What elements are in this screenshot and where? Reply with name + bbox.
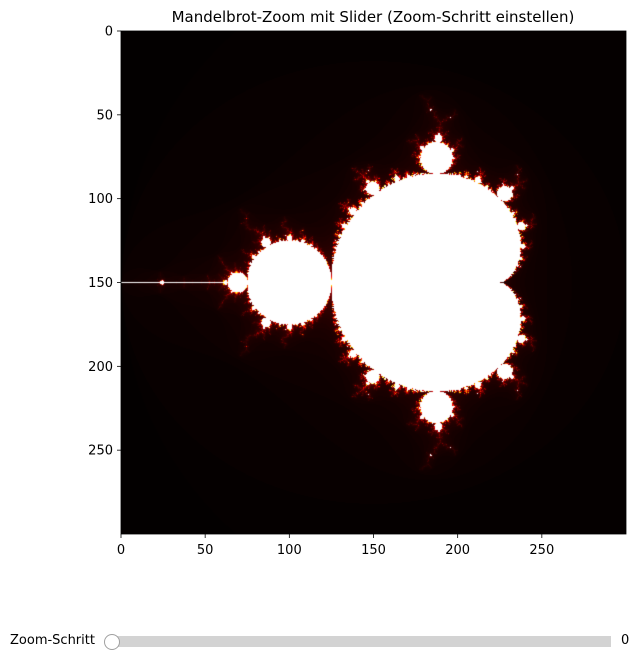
- mandelbrot-heatmap: [121, 31, 626, 534]
- y-tick-label: 50: [96, 108, 113, 123]
- chart-title: Mandelbrot-Zoom mit Slider (Zoom-Schritt…: [172, 8, 575, 26]
- x-tick-label: 250: [529, 543, 554, 558]
- slider-label: Zoom-Schritt: [10, 633, 95, 648]
- y-tick-label: 0: [105, 25, 113, 40]
- y-tick-label: 150: [88, 276, 113, 291]
- x-tick-label: 150: [361, 543, 386, 558]
- x-tick-label: 200: [445, 543, 470, 558]
- plot-area: [120, 30, 627, 535]
- zoom-slider-track[interactable]: [112, 636, 611, 647]
- x-tick-label: 50: [197, 543, 214, 558]
- y-tick-label: 200: [88, 360, 113, 375]
- slider-value: 0: [621, 633, 630, 648]
- x-axis-ticks: 0 50 100 150 200 250: [117, 534, 554, 558]
- zoom-slider-handle[interactable]: [104, 634, 120, 650]
- y-tick-label: 100: [88, 192, 113, 207]
- y-tick-label: 250: [88, 444, 113, 459]
- y-axis-ticks: 0 50 100 150 200 250: [88, 25, 121, 459]
- heatmap-container: [121, 31, 626, 534]
- x-tick-label: 0: [117, 543, 125, 558]
- x-tick-label: 100: [277, 543, 302, 558]
